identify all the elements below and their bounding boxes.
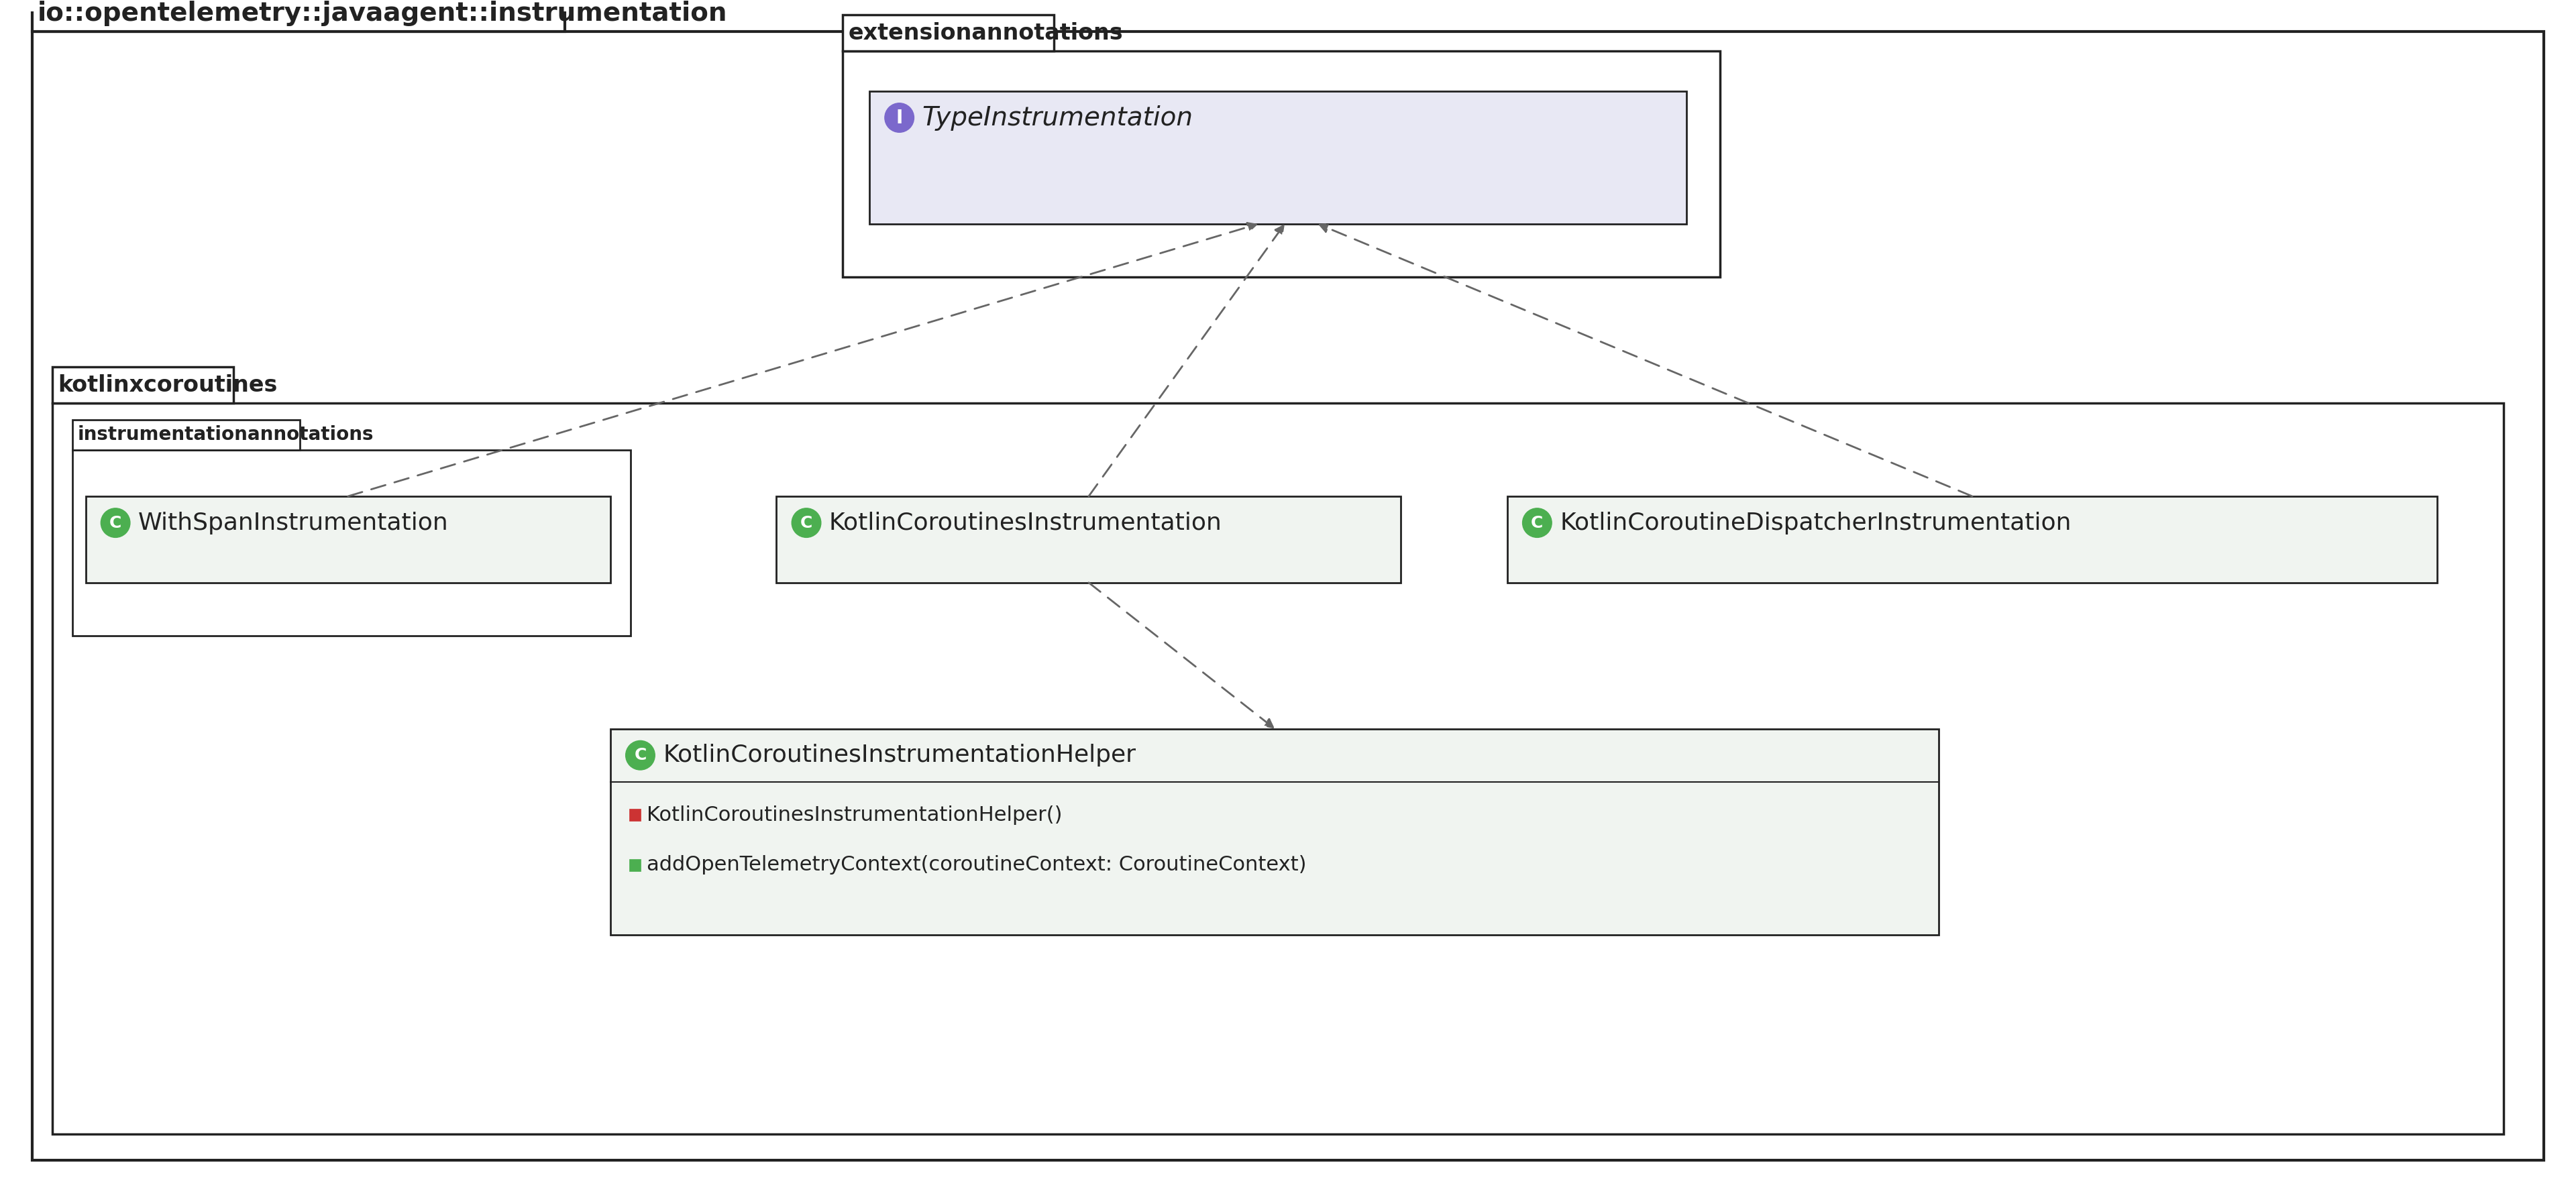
Text: kotlinxcoroutines: kotlinxcoroutines	[57, 374, 278, 396]
Circle shape	[100, 508, 129, 537]
Text: instrumentationannotations: instrumentationannotations	[77, 425, 374, 444]
Circle shape	[791, 508, 822, 537]
Bar	[72, 420, 299, 450]
Text: KotlinCoroutinesInstrumentationHelper: KotlinCoroutinesInstrumentationHelper	[662, 744, 1136, 766]
Text: KotlinCoroutinesInstrumentation: KotlinCoroutinesInstrumentation	[829, 511, 1221, 534]
Bar	[611, 729, 1940, 934]
Text: C: C	[801, 515, 811, 531]
Bar	[52, 367, 234, 403]
Bar	[85, 496, 611, 582]
Text: extensionannotations: extensionannotations	[848, 22, 1123, 44]
Bar	[1507, 496, 2437, 582]
Bar	[629, 859, 641, 870]
Bar	[33, 0, 564, 32]
Text: addOpenTelemetryContext(coroutineContext: CoroutineContext): addOpenTelemetryContext(coroutineContext…	[647, 855, 1306, 875]
Bar	[52, 403, 2504, 1134]
Bar	[72, 450, 631, 635]
Text: C: C	[108, 515, 121, 531]
Circle shape	[626, 740, 654, 770]
Text: KotlinCoroutineDispatcherInstrumentation: KotlinCoroutineDispatcherInstrumentation	[1558, 511, 2071, 534]
Bar	[871, 91, 1687, 224]
Text: io::opentelemetry::javaagent::instrumentation: io::opentelemetry::javaagent::instrument…	[39, 0, 726, 26]
Circle shape	[1522, 508, 1551, 537]
Text: C: C	[1530, 515, 1543, 531]
Text: TypeInstrumentation: TypeInstrumentation	[922, 105, 1193, 130]
Text: C: C	[634, 748, 647, 763]
Text: WithSpanInstrumentation: WithSpanInstrumentation	[139, 511, 448, 534]
Bar	[842, 15, 1054, 51]
Bar	[775, 496, 1401, 582]
Text: KotlinCoroutinesInstrumentationHelper(): KotlinCoroutinesInstrumentationHelper()	[647, 805, 1061, 824]
Text: I: I	[896, 109, 902, 128]
Bar	[629, 809, 641, 821]
Circle shape	[884, 103, 914, 132]
Bar	[842, 51, 1721, 278]
